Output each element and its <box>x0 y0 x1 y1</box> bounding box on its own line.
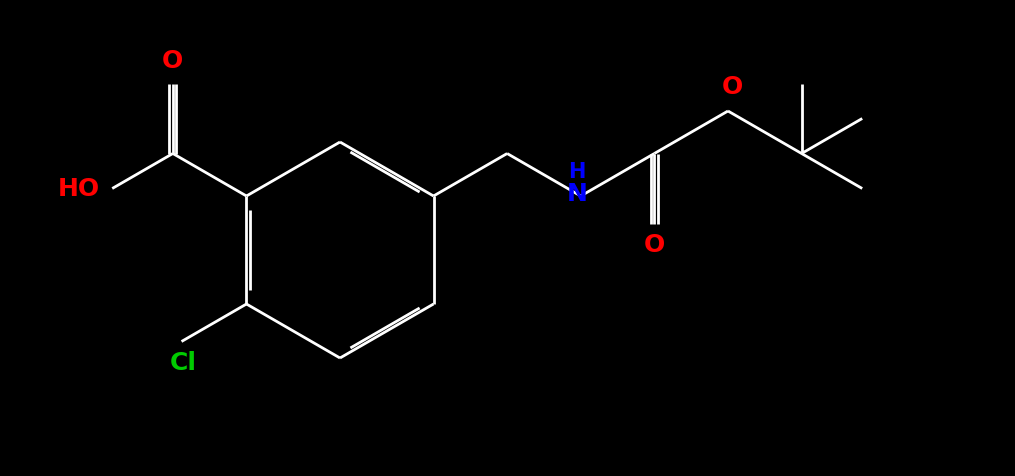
Text: O: O <box>644 234 665 258</box>
Text: Cl: Cl <box>171 351 197 376</box>
Text: O: O <box>722 75 743 99</box>
Text: N: N <box>566 182 588 206</box>
Text: O: O <box>162 50 184 73</box>
Text: H: H <box>568 162 586 182</box>
Text: HO: HO <box>58 177 100 200</box>
